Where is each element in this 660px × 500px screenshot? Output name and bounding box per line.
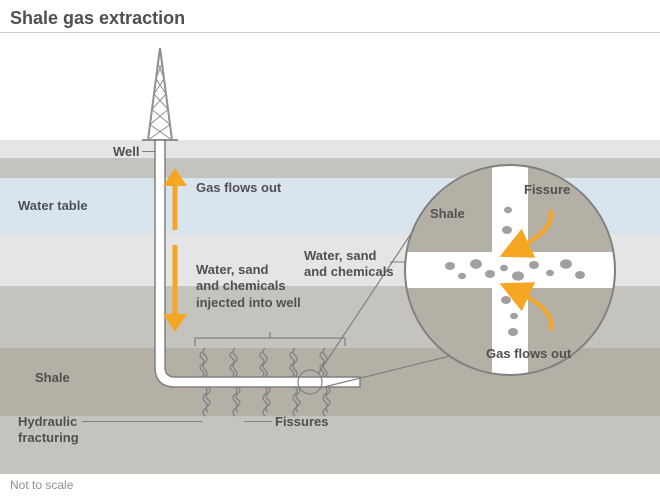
footer-note: Not to scale [10,478,73,492]
detail-label-gas: Gas flows out [486,346,571,362]
leader-well [142,151,156,152]
diagram-container: Shale gas extraction Well Water table Ga… [0,0,660,500]
leader-hydraulic [82,421,202,422]
label-hydraulic: Hydraulic fracturing [18,414,79,447]
label-fissures: Fissures [275,414,328,430]
label-injected: Water, sand and chemicals injected into … [196,262,301,311]
detail-label-shale: Shale [430,206,465,222]
leader-fissures [244,421,272,422]
detail-label-fissure: Fissure [524,182,570,198]
detail-label-wsc: Water, sand and chemicals [304,248,394,281]
label-water-table: Water table [18,198,88,214]
label-gas-out: Gas flows out [196,180,281,196]
label-shale: Shale [35,370,70,386]
label-well: Well [113,144,140,160]
